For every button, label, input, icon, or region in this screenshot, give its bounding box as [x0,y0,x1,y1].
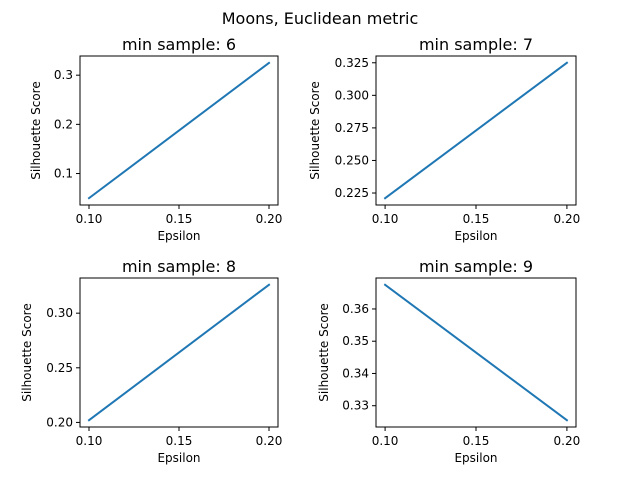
y-axis-label: Silhouette Score [308,81,322,179]
x-tick-label: 0.20 [554,212,581,226]
y-tick-label: 0.325 [335,56,369,70]
x-tick-label: 0.20 [256,434,283,448]
y-tick-label: 0.250 [335,153,369,167]
y-tick-label: 0.35 [342,334,369,348]
subplot-title: min sample: 7 [419,35,533,54]
y-tick-label: 0.1 [54,167,73,181]
y-axis-label: Silhouette Score [29,81,43,179]
y-tick-label: 0.300 [335,88,369,102]
x-tick-label: 0.15 [166,212,193,226]
y-tick-label: 0.275 [335,121,369,135]
y-tick-label: 0.34 [342,366,369,380]
subplot-1: min sample: 6 0.10 0.15 0.20 0.1 0.2 0.3 Epsilo… [29,35,282,243]
y-tick-label: 0.20 [46,415,73,429]
subplot-2: min sample: 7 0.10 0.15 0.20 0.225 0.250 0.275… [308,35,580,243]
y-tick-label: 0.2 [54,117,73,131]
subplot-title: min sample: 6 [122,35,236,54]
y-tick-label: 0.25 [46,361,73,375]
y-tick-label: 0.30 [46,306,73,320]
y-axis-label: Silhouette Score [20,303,34,401]
x-tick-label: 0.10 [372,212,399,226]
x-axis-label: Epsilon [157,229,200,243]
y-tick-label: 0.33 [342,399,369,413]
x-tick-label: 0.15 [166,434,193,448]
x-tick-label: 0.20 [256,212,283,226]
y-tick-label: 0.225 [335,186,369,200]
figure-suptitle: Moons, Euclidean metric [222,9,419,28]
subplot-4: min sample: 9 0.10 0.15 0.20 0.33 0.34 0.35 0.3… [317,257,580,465]
x-axis-label: Epsilon [454,229,497,243]
subplot-title: min sample: 8 [122,257,236,276]
x-tick-label: 0.10 [76,212,103,226]
subplot-3: min sample: 8 0.10 0.15 0.20 0.20 0.25 0.30 Eps… [20,257,282,465]
series-line [87,61,271,200]
series-line [87,283,271,422]
x-axis-label: Epsilon [454,451,497,465]
series-line [383,61,569,200]
x-tick-label: 0.15 [463,212,490,226]
x-tick-label: 0.10 [372,434,399,448]
y-axis-label: Silhouette Score [317,303,331,401]
series-line [383,283,569,422]
x-axis-label: Epsilon [157,451,200,465]
x-tick-label: 0.10 [76,434,103,448]
x-tick-label: 0.20 [554,434,581,448]
x-tick-label: 0.15 [463,434,490,448]
y-tick-label: 0.3 [54,68,73,82]
subplot-title: min sample: 9 [419,257,533,276]
y-tick-label: 0.36 [342,302,369,316]
subplot-grid: min sample: 6 0.10 0.15 0.20 0.1 0.2 0.3 Epsilo… [20,35,580,465]
